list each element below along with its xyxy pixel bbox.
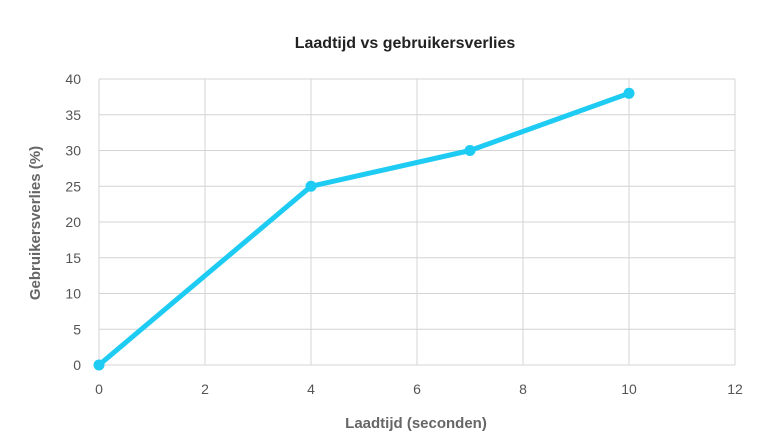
y-tick-labels: 0 5 10 15 20 25 30 35 40 <box>65 71 81 373</box>
grid <box>98 78 736 366</box>
y-tick-label: 10 <box>65 286 81 302</box>
y-tick-label: 30 <box>65 143 81 159</box>
y-tick-label: 25 <box>65 178 81 194</box>
series-line-0 <box>96 90 632 368</box>
y-axis-label: Gebruikersverlies (%) <box>27 146 44 300</box>
y-tick-label: 15 <box>65 250 81 266</box>
x-tick-label: 0 <box>95 381 103 397</box>
series-line <box>96 90 632 368</box>
chart-title: Laadtijd vs gebruikersverlies <box>295 35 516 52</box>
x-tick-label: 12 <box>727 381 743 397</box>
x-tick-label: 2 <box>201 381 209 397</box>
y-tick-label: 20 <box>65 214 81 230</box>
data-points <box>93 87 635 371</box>
x-tick-label: 8 <box>519 381 527 397</box>
x-tick-labels: 0 2 4 6 8 10 12 <box>95 381 743 397</box>
x-axis-label: Laadtijd (seconden) <box>345 415 487 432</box>
data-point <box>464 145 476 156</box>
y-tick-label: 40 <box>65 71 81 87</box>
data-point <box>305 180 317 192</box>
x-tick-label: 6 <box>413 381 421 397</box>
data-point <box>93 359 105 371</box>
x-tick-label: 4 <box>307 381 315 397</box>
y-tick-label: 35 <box>65 107 81 123</box>
x-tick-label: 10 <box>621 381 637 397</box>
data-point <box>623 87 635 99</box>
y-tick-label: 5 <box>73 321 81 337</box>
y-tick-label: 0 <box>73 357 81 373</box>
